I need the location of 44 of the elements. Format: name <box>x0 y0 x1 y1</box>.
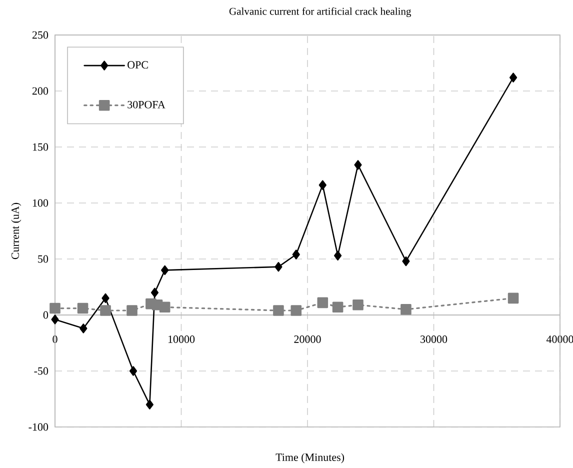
point <box>274 262 282 272</box>
point <box>159 302 170 313</box>
point <box>50 302 60 314</box>
y-tick-label: 0 <box>43 311 48 319</box>
x-tick-label: 10000 <box>168 336 195 343</box>
y-tick-label: -50 <box>34 367 48 375</box>
point <box>292 250 300 260</box>
legend-label: 30POFA <box>128 100 166 108</box>
point <box>290 305 302 316</box>
y-tick-label: -100 <box>28 423 48 431</box>
point <box>400 304 412 315</box>
legend-label: OPC <box>128 61 148 69</box>
point <box>332 302 344 313</box>
y-tick-label: 150 <box>32 143 48 151</box>
point <box>146 400 154 410</box>
point <box>354 160 362 170</box>
y-tick-label: 200 <box>32 87 48 95</box>
point <box>334 250 342 260</box>
point <box>80 324 88 334</box>
point <box>51 314 59 324</box>
x-tick-label: 40000 <box>546 336 573 343</box>
y-tick-label: 100 <box>32 199 48 207</box>
point <box>402 256 410 266</box>
x-tick-label: 0 <box>52 336 58 343</box>
chart-title: Galvanic current for artificial crack healing <box>229 7 412 18</box>
y-axis-title: Current (uA) <box>11 202 22 260</box>
y-tick-label: 250 <box>32 31 48 39</box>
x-tick-label: 30000 <box>420 336 448 343</box>
point <box>508 292 519 304</box>
point <box>273 305 284 316</box>
point <box>150 288 159 298</box>
point <box>100 305 111 316</box>
point <box>509 72 518 82</box>
point <box>126 305 138 316</box>
x-tick-label: 20000 <box>294 336 321 343</box>
point <box>77 302 88 314</box>
y-tick-label: 50 <box>38 255 48 263</box>
point <box>102 293 110 304</box>
point <box>161 265 169 276</box>
point <box>318 180 326 190</box>
x-axis-title: Time (Minutes) <box>276 453 344 464</box>
point <box>352 300 364 310</box>
point <box>317 297 328 308</box>
point <box>129 366 138 376</box>
